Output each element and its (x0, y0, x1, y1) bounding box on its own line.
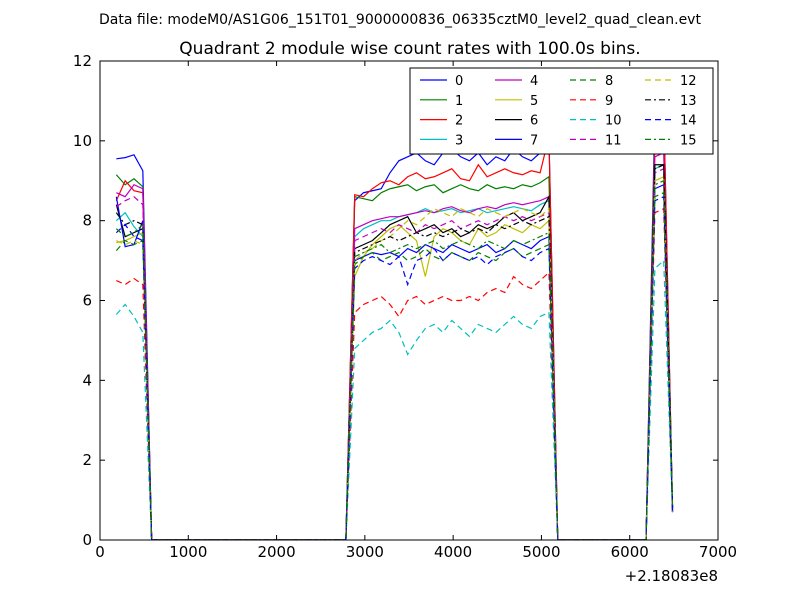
y-tick-label: 2 (82, 451, 92, 469)
x-offset-label: +2.18083e8 (625, 567, 718, 585)
y-tick-label: 0 (82, 531, 92, 549)
series-line-5 (116, 175, 674, 540)
legend-label-1: 1 (455, 94, 463, 109)
x-tick-label: 1000 (169, 543, 207, 561)
legend-label-15: 15 (680, 133, 697, 148)
series-line-3 (115, 163, 674, 540)
series-line-14 (115, 195, 674, 540)
series-line-11 (115, 167, 674, 540)
y-tick-label: 12 (73, 52, 92, 70)
legend-label-12: 12 (680, 74, 697, 89)
series-line-4 (116, 151, 674, 540)
x-tick-label: 3000 (346, 543, 384, 561)
series-line-7 (115, 183, 674, 540)
legend-label-7: 7 (530, 133, 538, 148)
series-line-15 (115, 179, 674, 540)
series-line-6 (115, 164, 674, 540)
chart-suptitle: Data file: modeM0/AS1G06_151T01_90000008… (99, 12, 701, 28)
series-line-0 (116, 103, 674, 540)
plot-lines (115, 103, 674, 540)
legend-label-0: 0 (455, 74, 463, 89)
x-tick-label: 2000 (257, 543, 295, 561)
x-tick-label: 4000 (434, 543, 472, 561)
series-line-9 (116, 207, 674, 540)
legend-label-5: 5 (530, 94, 538, 109)
legend-label-11: 11 (605, 133, 622, 148)
legend-label-13: 13 (680, 94, 697, 109)
y-tick-label: 10 (73, 132, 92, 150)
legend-label-8: 8 (605, 74, 613, 89)
series-line-10 (115, 259, 674, 540)
y-tick-label: 8 (82, 212, 92, 230)
series-line-2 (115, 104, 674, 540)
x-tick-label: 0 (95, 543, 105, 561)
y-tick-label: 4 (82, 371, 92, 389)
series-line-12 (116, 175, 674, 540)
x-tick-label: 7000 (699, 543, 737, 561)
legend-label-3: 3 (455, 133, 463, 148)
x-tick-label: 6000 (611, 543, 649, 561)
series-line-13 (115, 163, 674, 540)
legend-label-14: 14 (680, 114, 697, 129)
legend-label-10: 10 (605, 114, 622, 129)
chart-title: Quadrant 2 module wise count rates with … (179, 39, 640, 59)
legend-label-2: 2 (455, 114, 463, 129)
series-line-1 (115, 123, 674, 540)
legend-label-4: 4 (530, 74, 538, 89)
y-tick-label: 6 (82, 292, 92, 310)
legend-label-6: 6 (530, 114, 538, 129)
series-line-8 (115, 191, 674, 540)
legend-label-9: 9 (605, 94, 613, 109)
x-tick-label: 5000 (522, 543, 560, 561)
